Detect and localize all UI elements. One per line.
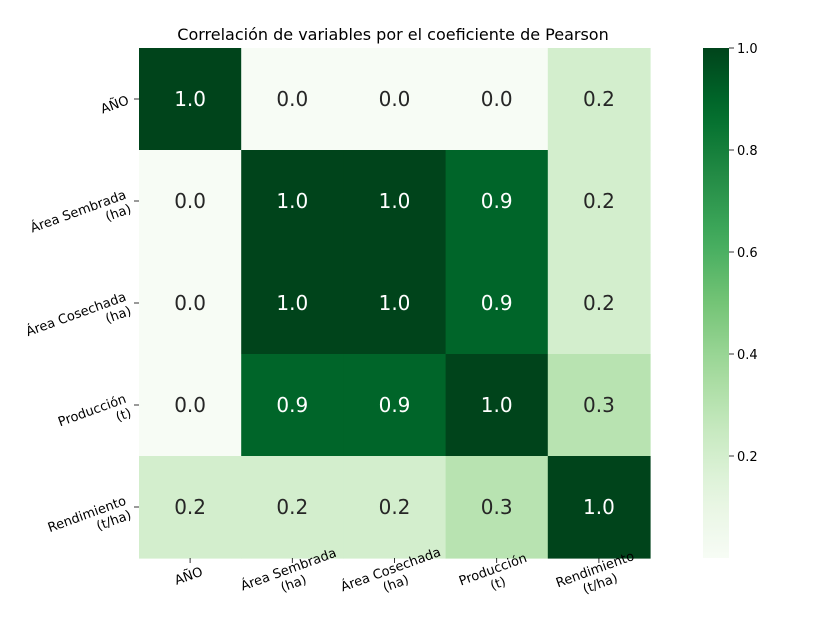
heatmap-cell	[241, 354, 344, 457]
heatmap-cell-value: 1.0	[583, 495, 615, 519]
heatmap-cell	[445, 252, 549, 355]
heatmap-cell-value: 0.9	[481, 189, 513, 213]
heatmap-cell	[343, 150, 447, 253]
heatmap-cell-value: 0.2	[583, 87, 615, 111]
heatmap-cell	[547, 150, 651, 253]
heatmap-cell-value: 1.0	[174, 87, 206, 111]
heatmap-cell	[445, 354, 549, 457]
heatmap-cell-value: 0.2	[379, 495, 411, 519]
heatmap-cell	[343, 354, 447, 457]
heatmap-cell-value: 0.0	[379, 87, 411, 111]
heatmap-cell-value: 0.0	[174, 393, 206, 417]
heatmap-cell-value: 0.3	[583, 393, 615, 417]
heatmap-cell-labels: 1.0 0.0 0.0 0.0 0.2 0.0 1.0 1.0 0.9 0.2 0.0 1.0 1.0 0…	[174, 87, 615, 519]
heatmap-cell-value: 0.0	[481, 87, 513, 111]
heatmap-cell-value: 0.2	[174, 495, 206, 519]
y-tick-label: Área Cosechada(ha)	[24, 289, 134, 354]
colorbar-tick-label: 0.6	[737, 246, 758, 261]
y-axis-ticks: AÑO Área Sembrada(ha) Área Cosechada(ha) Pr…	[24, 92, 139, 550]
heatmap-cell	[547, 252, 651, 355]
heatmap-cell	[343, 48, 447, 151]
heatmap-cell-value: 0.3	[481, 495, 513, 519]
heatmap-cell	[241, 150, 344, 253]
x-tick-label: Producción(t)	[457, 551, 534, 604]
heatmap-cell	[547, 456, 651, 559]
colorbar: 0.2 0.4 0.6 0.8 1.0	[703, 42, 758, 558]
heatmap-cell	[139, 456, 242, 559]
heatmap-cell-value: 1.0	[379, 189, 411, 213]
heatmap-cell	[343, 252, 447, 355]
heatmap-cell-value: 1.0	[481, 393, 513, 417]
heatmap-cell	[343, 456, 447, 559]
heatmap-cell	[139, 252, 242, 355]
heatmap-cell	[445, 150, 549, 253]
colorbar-tick-label: 0.8	[737, 144, 758, 159]
heatmap-cell-value: 0.9	[379, 393, 411, 417]
colorbar-tick-label: 0.2	[737, 450, 758, 465]
chart-title: Correlación de variables por el coeficie…	[177, 25, 608, 44]
heatmap-cell	[445, 456, 549, 559]
y-tick-label: Rendimiento(t/ha)	[46, 494, 133, 550]
heatmap-cells	[139, 48, 651, 559]
heatmap-cell-value: 0.2	[583, 189, 615, 213]
colorbar-gradient	[703, 48, 729, 558]
x-tick-label-line: (t)	[489, 575, 508, 594]
heatmap-cell	[139, 150, 242, 253]
heatmap-cell-value: 0.2	[583, 291, 615, 315]
heatmap-cell-value: 0.9	[276, 393, 308, 417]
y-tick-label-line: (t)	[114, 406, 133, 425]
heatmap-cell	[445, 48, 549, 151]
heatmap-cell-value: 1.0	[379, 291, 411, 315]
x-tick-label-line: AÑO	[172, 564, 205, 589]
y-tick-label-line: AÑO	[98, 92, 131, 117]
heatmap-cell	[241, 252, 344, 355]
heatmap-cell	[241, 456, 344, 559]
y-tick-label: Producción(t)	[56, 392, 133, 445]
heatmap-cell	[547, 48, 651, 151]
heatmap-cell	[139, 354, 242, 457]
colorbar-tick-label: 1.0	[737, 42, 758, 57]
y-tick-label: AÑO	[98, 92, 131, 117]
heatmap-cell-value: 0.9	[481, 291, 513, 315]
heatmap-cell-value: 0.0	[174, 189, 206, 213]
x-tick-label: AÑO	[172, 564, 205, 589]
heatmap-cell-value: 0.2	[276, 495, 308, 519]
heatmap-cell-value: 1.0	[276, 291, 308, 315]
colorbar-tick-label: 0.4	[737, 348, 758, 363]
heatmap-cell	[241, 48, 344, 151]
y-tick-label: Área Sembrada(ha)	[28, 187, 133, 251]
heatmap-cell-value: 0.0	[174, 291, 206, 315]
heatmap-cell	[547, 354, 651, 457]
heatmap-cell-value: 0.0	[276, 87, 308, 111]
heatmap-cell	[139, 48, 242, 151]
heatmap-cell-value: 1.0	[276, 189, 308, 213]
